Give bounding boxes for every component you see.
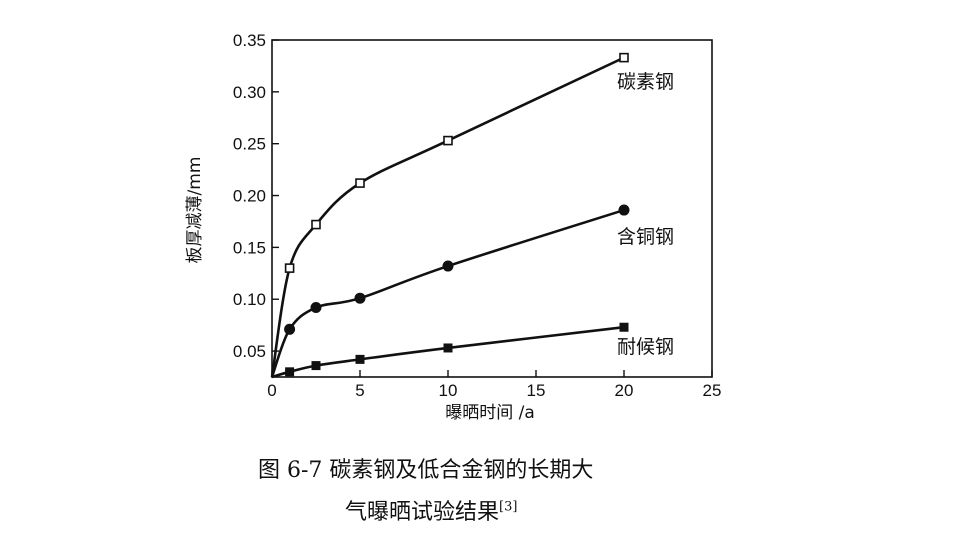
series-label-carbon-steel: 碳素钢 [617, 71, 674, 93]
x-tick-label: 10 [439, 381, 458, 400]
axis-ticks: 0 5 10 15 20 25 0.05 0.10 0.15 0.20 0.25 0.30 0.35 [233, 31, 722, 400]
curve-carbon-steel [270, 56, 625, 378]
x-tick-label: 0 [267, 381, 276, 400]
x-tick-label: 15 [527, 381, 546, 400]
y-axis-title: 板厚减薄/mm [185, 157, 205, 264]
y-tick-label: 0.35 [233, 31, 266, 50]
figure-caption-line2: 气曝晒试验结果[3] [345, 494, 517, 526]
data-point-open-square [443, 135, 453, 146]
y-tick-label: 0.20 [233, 187, 266, 206]
caption-reference: [3] [499, 499, 518, 515]
data-point-circle [354, 292, 366, 304]
figure-caption-line1: 图 6-7 碳素钢及低合金钢的长期大 [258, 458, 594, 483]
data-point-circle [618, 204, 630, 216]
y-tick-label: 0.25 [233, 135, 266, 154]
data-point-filled-square [355, 354, 365, 364]
data-markers [284, 52, 630, 377]
data-point-filled-square [619, 322, 629, 332]
data-point-circle [442, 260, 454, 272]
data-point-circle [284, 323, 296, 335]
caption-text: 气曝晒试验结果 [345, 500, 500, 525]
data-point-circle [310, 302, 322, 314]
x-tick-label: 5 [355, 381, 364, 400]
plot-frame [271, 39, 713, 378]
series-curves [270, 56, 625, 379]
data-point-open-square [311, 219, 321, 230]
data-point-filled-square [443, 343, 453, 353]
y-tick-label: 0.10 [233, 290, 266, 309]
x-tick-label: 20 [615, 381, 634, 400]
y-tick-label: 0.30 [233, 83, 266, 102]
data-point-open-square [355, 178, 365, 188]
data-point-open-square [284, 263, 295, 273]
y-tick-label: 0.05 [233, 342, 266, 361]
y-tick-label: 0.15 [233, 238, 266, 257]
series-label-copper-steel: 含铜钢 [617, 226, 674, 248]
data-point-filled-square [311, 361, 321, 371]
series-label-weathering-steel: 耐候钢 [617, 336, 674, 358]
x-axis-title: 曝晒时间 /a [445, 403, 535, 423]
x-tick-label: 25 [703, 381, 722, 400]
data-point-filled-square [285, 367, 295, 377]
data-point-open-square [619, 52, 629, 63]
